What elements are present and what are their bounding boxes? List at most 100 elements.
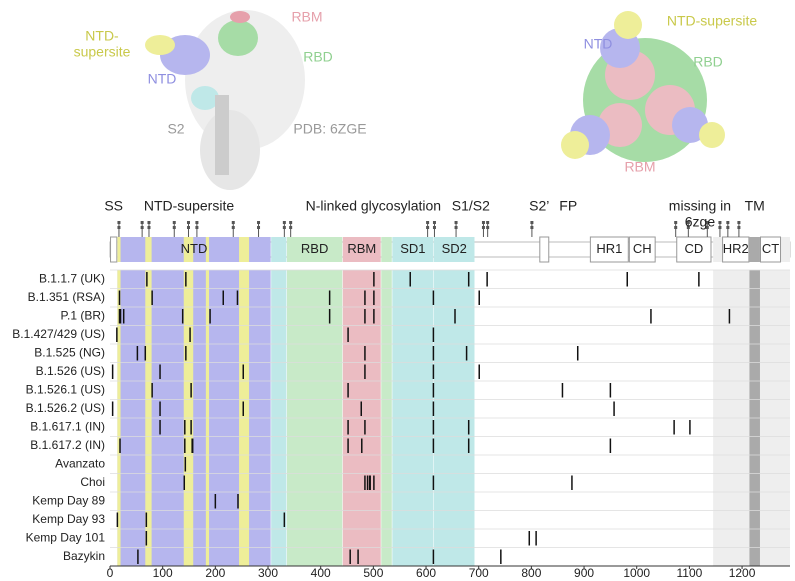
glycan bbox=[282, 221, 286, 237]
x-tick-label: 100 bbox=[153, 566, 173, 580]
glycan-unit bbox=[282, 221, 286, 224]
x-tick-label: 0 bbox=[107, 566, 114, 580]
glycan-unit bbox=[718, 226, 722, 229]
annotation: N-linked glycosylation bbox=[306, 198, 441, 214]
x-tick-label: 1100 bbox=[676, 566, 702, 580]
glycan bbox=[432, 221, 436, 237]
glycan-unit bbox=[426, 221, 430, 224]
glycan-unit bbox=[432, 221, 436, 224]
row-label: B.1.427/429 (US) bbox=[12, 327, 105, 341]
structure-ntd bbox=[672, 107, 708, 143]
domain-box bbox=[117, 237, 121, 262]
structure-label: RBD bbox=[303, 49, 333, 65]
glycan-unit bbox=[705, 226, 709, 229]
glycan-unit bbox=[289, 221, 293, 224]
glycan-unit bbox=[257, 226, 261, 229]
row-label: Choi bbox=[80, 475, 105, 489]
glycan bbox=[674, 221, 678, 237]
domain-box bbox=[342, 237, 381, 262]
glycan-unit bbox=[737, 226, 741, 229]
domain-box bbox=[145, 237, 152, 262]
structure-label: RBM bbox=[624, 159, 655, 175]
glycan-unit bbox=[705, 221, 709, 224]
domain-label: CT bbox=[762, 241, 779, 256]
row-label: Avanzato bbox=[55, 456, 105, 470]
glycan-unit bbox=[454, 226, 458, 229]
glycan bbox=[705, 221, 709, 237]
row-label: B.1.526.1 (US) bbox=[26, 382, 105, 396]
x-tick-label: 400 bbox=[311, 566, 331, 580]
domain-box bbox=[381, 237, 392, 262]
x-tick-label: 300 bbox=[258, 566, 278, 580]
glycan-unit bbox=[530, 226, 534, 229]
glycan bbox=[426, 221, 430, 237]
x-tick-label: 900 bbox=[574, 566, 594, 580]
row-label: Kemp Day 101 bbox=[26, 530, 106, 544]
glycan-unit bbox=[481, 221, 485, 224]
row-label: B.1.1.7 (UK) bbox=[39, 271, 105, 285]
domain-label: RBD bbox=[301, 241, 328, 256]
structure-label: NTD-supersite bbox=[667, 13, 757, 29]
domain-box bbox=[110, 236, 118, 263]
glycan-unit bbox=[231, 226, 235, 229]
glycan bbox=[289, 221, 293, 237]
glycan-unit bbox=[674, 226, 678, 229]
x-tick-label: 200 bbox=[205, 566, 225, 580]
domain-label: SD1 bbox=[400, 241, 425, 256]
structure-supersite bbox=[614, 11, 642, 39]
glycan-unit bbox=[117, 226, 121, 229]
glycan bbox=[140, 221, 144, 237]
glycan-unit bbox=[172, 226, 176, 229]
glycan-unit bbox=[195, 226, 199, 229]
glycan bbox=[257, 221, 261, 237]
glycan-unit bbox=[147, 221, 151, 224]
structure-supersite bbox=[145, 35, 175, 55]
glycan bbox=[147, 221, 151, 237]
domain-box bbox=[676, 236, 712, 263]
glycan bbox=[530, 221, 534, 237]
row-label: B.1.617.1 (IN) bbox=[30, 419, 105, 433]
glycan-unit bbox=[282, 226, 286, 229]
structure-right bbox=[561, 11, 725, 162]
structure-sd bbox=[191, 86, 219, 110]
glycan bbox=[186, 221, 190, 237]
domain-label: HR2 bbox=[723, 241, 749, 256]
glycan-unit bbox=[140, 226, 144, 229]
glycan bbox=[481, 221, 485, 237]
row-label: Kemp Day 93 bbox=[32, 512, 105, 526]
annotation: 6zge bbox=[685, 214, 716, 230]
glycan-unit bbox=[726, 221, 730, 224]
domain-box bbox=[628, 236, 656, 263]
structure-left bbox=[145, 10, 305, 190]
domain-box bbox=[239, 237, 250, 262]
annotation: NTD-supersite bbox=[144, 198, 234, 214]
x-tick-label: 500 bbox=[363, 566, 383, 580]
row-label: Bazykin bbox=[63, 549, 105, 563]
glycan-unit bbox=[530, 221, 534, 224]
glycan-unit bbox=[674, 221, 678, 224]
x-tick-label: 700 bbox=[469, 566, 489, 580]
structure-label: RBM bbox=[291, 9, 322, 25]
glycan-unit bbox=[172, 221, 176, 224]
glycan bbox=[718, 221, 722, 237]
domain-box bbox=[205, 237, 210, 262]
row-label: B.1.526.2 (US) bbox=[26, 401, 105, 415]
structure-label: RBD bbox=[693, 54, 723, 70]
row-label: B.1.526 (US) bbox=[36, 364, 105, 378]
domain-box bbox=[760, 236, 782, 263]
annotation: S2’ bbox=[529, 198, 549, 214]
glycan bbox=[172, 221, 176, 237]
structure-supersite bbox=[561, 131, 589, 159]
x-tick-label: 800 bbox=[521, 566, 541, 580]
domain-box bbox=[286, 237, 343, 262]
domain-box bbox=[539, 236, 550, 263]
row-label: B.1.617.2 (IN) bbox=[30, 438, 105, 452]
glycan-unit bbox=[186, 221, 190, 224]
structure-label: PDB: 6ZGE bbox=[293, 121, 366, 137]
domain-box bbox=[392, 237, 434, 262]
domain-box bbox=[271, 237, 287, 262]
structure-label: NTD bbox=[584, 36, 613, 52]
glycan-unit bbox=[289, 226, 293, 229]
row-label: B.1.525 (NG) bbox=[34, 345, 105, 359]
